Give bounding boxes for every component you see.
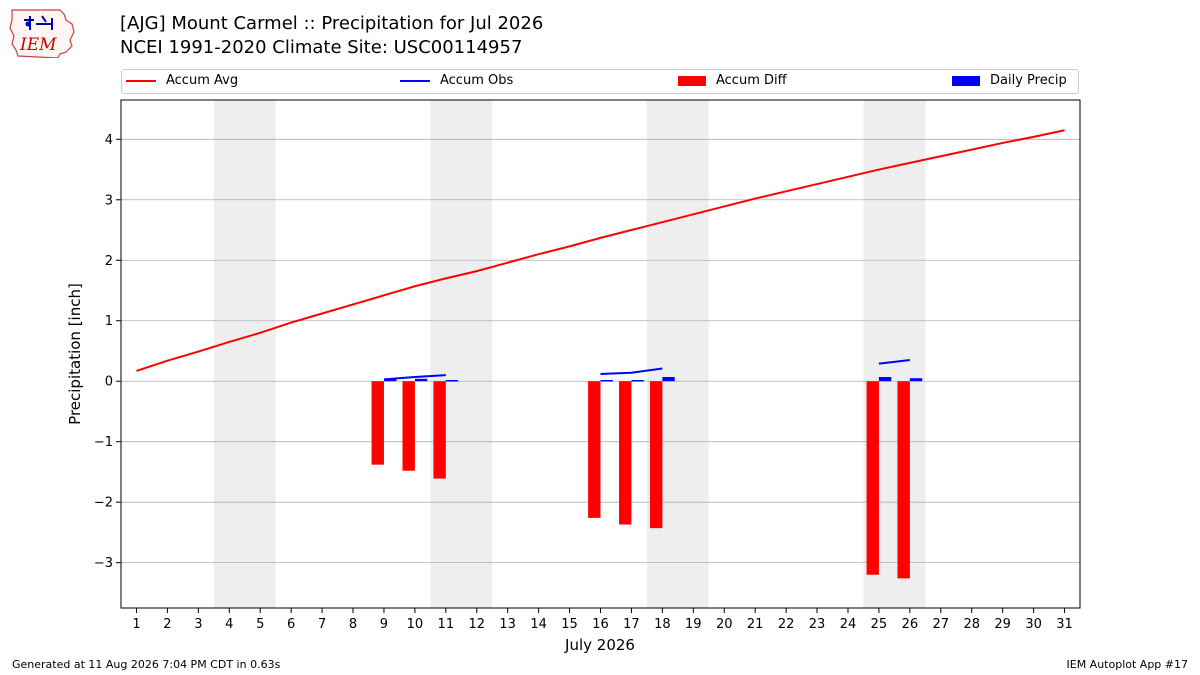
x-tick-label: 4 [225, 617, 233, 632]
legend-item-accum-diff: Accum Diff [678, 73, 787, 88]
chart-title: [AJG] Mount Carmel :: Precipitation for … [120, 13, 544, 34]
x-tick-label: 2 [163, 617, 171, 632]
x-tick-label: 5 [256, 617, 264, 632]
x-tick-label: 8 [349, 617, 357, 632]
legend-label-accum-avg: Accum Avg [166, 73, 239, 88]
x-tick-label: 9 [380, 617, 388, 632]
x-tick-label: 22 [778, 617, 795, 632]
x-tick-label: 29 [994, 617, 1011, 632]
accum-diff-bar [402, 381, 415, 471]
daily-precip-bar [445, 380, 459, 382]
accum-diff-bar [649, 381, 663, 529]
x-tick-label: 12 [468, 617, 485, 632]
iem-logo-icon: IEM [9, 9, 75, 58]
daily-precip-bar [600, 380, 613, 382]
y-tick-label: 2 [105, 254, 113, 269]
x-tick-label: 17 [623, 617, 640, 632]
legend-label-daily-precip: Daily Precip [990, 73, 1067, 88]
y-tick-label: 4 [105, 133, 113, 148]
legend-swatch-daily-precip [952, 75, 980, 86]
x-tick-label: 20 [716, 617, 733, 632]
daily-precip-bar [383, 379, 397, 382]
x-tick-label: 18 [654, 617, 671, 632]
y-tick-label: 0 [105, 375, 113, 390]
x-tick-label: 25 [871, 617, 888, 632]
x-tick-label: 3 [194, 617, 202, 632]
daily-precip-bar [631, 380, 644, 382]
x-axis-label: July 2026 [564, 636, 635, 654]
x-tick-label: 16 [592, 617, 609, 632]
x-tick-label: 30 [1025, 617, 1042, 632]
accum-diff-bar [433, 381, 446, 479]
y-tick-label: 3 [105, 193, 113, 208]
x-tick-label: 24 [840, 617, 857, 632]
accum-diff-bar [619, 381, 632, 525]
x-tick-label: 1 [132, 617, 140, 632]
x-tick-label: 11 [438, 617, 455, 632]
daily-precip-bar [909, 378, 923, 382]
accum-diff-bar [866, 381, 879, 575]
x-tick-label: 15 [561, 617, 578, 632]
x-tick-label: 14 [530, 617, 547, 632]
accum-obs-line [878, 359, 910, 365]
accum-obs-line [383, 374, 446, 381]
legend-swatch-accum-avg [126, 79, 156, 82]
y-axis-label: Precipitation [inch] [66, 283, 84, 425]
weekend-shade-1 [213, 100, 276, 608]
x-tick-label: 21 [747, 617, 764, 632]
x-tick-label: 13 [499, 617, 516, 632]
chart-legend: Accum Avg Accum Obs Accum Diff Daily Pre… [121, 69, 1079, 94]
footer-app-text: IEM Autoplot App #17 [1066, 658, 1189, 671]
svg-text:IEM: IEM [19, 35, 57, 55]
x-tick-label: 28 [963, 617, 980, 632]
daily-precip-bar [878, 376, 892, 382]
y-tick-label: −2 [94, 496, 113, 511]
x-tick-label: 7 [318, 617, 326, 632]
daily-precip-bar [662, 376, 675, 382]
weekend-shade-2 [430, 100, 493, 608]
x-tick-label: 19 [685, 617, 702, 632]
x-tick-label: 27 [933, 617, 950, 632]
legend-item-daily-precip: Daily Precip [952, 73, 1067, 88]
legend-swatch-accum-obs [400, 79, 430, 82]
legend-item-accum-avg: Accum Avg [126, 73, 238, 88]
x-tick-label: 6 [287, 617, 295, 632]
x-tick-label: 26 [902, 617, 919, 632]
accum-diff-bar [371, 381, 384, 465]
y-tick-label: −3 [94, 556, 113, 571]
weekend-shade-3 [646, 100, 709, 608]
x-tick-label: 10 [407, 617, 424, 632]
legend-label-accum-obs: Accum Obs [440, 73, 514, 88]
accum-obs-line [600, 367, 663, 375]
x-tick-label: 23 [809, 617, 826, 632]
legend-swatch-accum-diff [678, 75, 706, 86]
daily-precip-bar [414, 378, 428, 382]
x-tick-label: 31 [1056, 617, 1073, 632]
y-tick-label: 1 [105, 314, 113, 329]
chart-subtitle: NCEI 1991-2020 Climate Site: USC00114957 [120, 37, 523, 58]
y-tick-label: −1 [94, 435, 113, 450]
accum-diff-bar [897, 381, 910, 579]
legend-label-accum-diff: Accum Diff [716, 73, 787, 88]
accum-avg-line [136, 129, 1065, 372]
footer-generated-text: Generated at 11 Aug 2026 7:04 PM CDT in … [12, 658, 281, 671]
legend-item-accum-obs: Accum Obs [400, 73, 513, 88]
accum-diff-bar [588, 381, 601, 518]
